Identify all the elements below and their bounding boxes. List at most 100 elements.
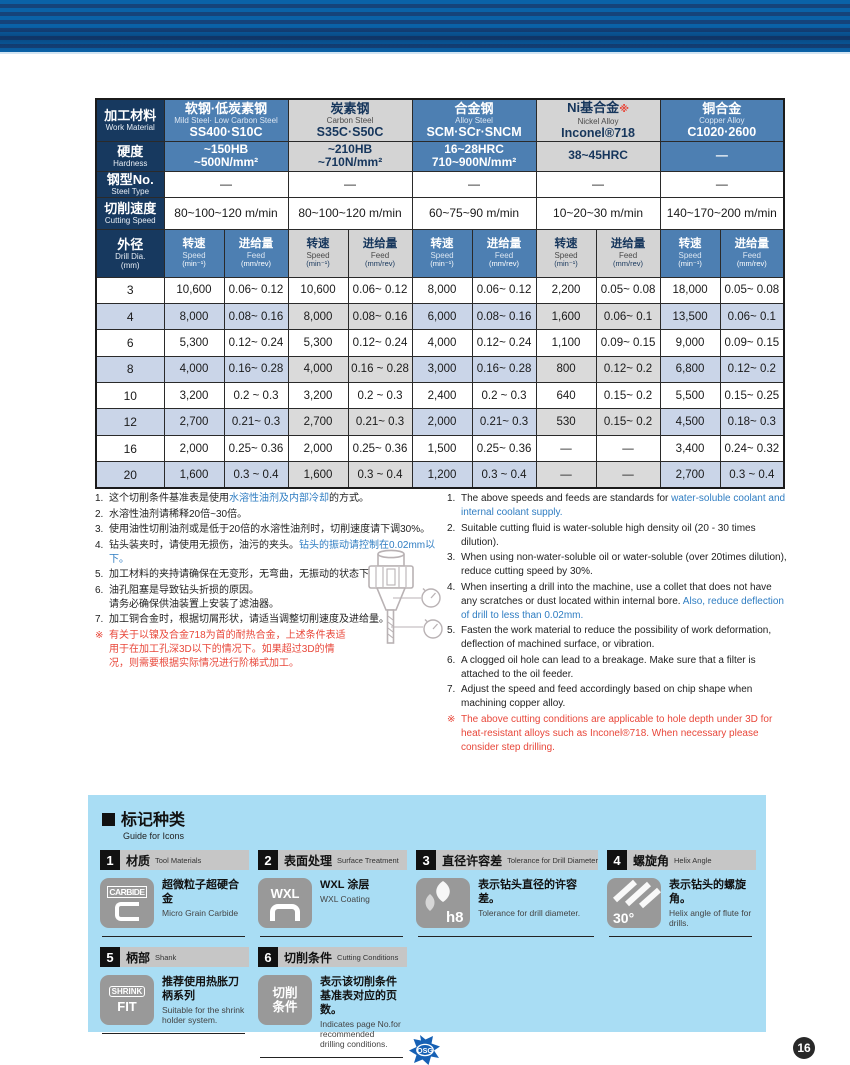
item-number-badge: 6 <box>258 947 279 967</box>
helix-angle-icon: 30° <box>606 878 661 928</box>
icon-guide-item-bar: 1 材质 Tool Materials <box>100 850 250 870</box>
feed-cell: 0.09~ 0.15 <box>595 329 661 357</box>
icon-guide-item-2: 2 表面处理 Surface Treatment WXL WXL 涂层 WXL Coati… <box>258 850 408 937</box>
carbide-icon: CARBIDE <box>100 878 154 928</box>
item-title-zh: 表面处理 <box>284 853 333 868</box>
feed-cell: 0.15~ 0.2 <box>595 382 661 410</box>
drill-dia-cell: 20 <box>95 461 165 489</box>
icon-guide-title-zh: 标记种类 <box>121 812 186 829</box>
drill-dia-cell: 6 <box>95 329 165 357</box>
speed-cell: 10,600 <box>163 276 225 304</box>
steel-type-cell: — <box>287 170 413 198</box>
note-zh: 1. 这个切削条件基准表是使用水溶性油剂及内部冷却的方式。 <box>95 492 447 506</box>
item-number-badge: 3 <box>416 850 437 870</box>
speed-cell: 3,200 <box>287 382 349 410</box>
steel-type-cell: — <box>659 170 785 198</box>
speed-cell: 1,200 <box>411 461 473 489</box>
hardness-cell: ~210HB ~710N/mm² <box>287 140 413 172</box>
feed-cell: 0.06~ 0.12 <box>471 276 537 304</box>
note-text: Suitable cutting fluid is water-soluble … <box>461 522 756 548</box>
speed-cell: 2,000 <box>163 434 225 463</box>
icon-guide-item-4: 4 螺旋角 Helix Angle 30° 表示钻头的螺旋角。 Helix angle o… <box>606 850 756 937</box>
item-desc-zh: WXL 涂层 <box>320 879 370 891</box>
icon-guide-item-bar: 4 螺旋角 Helix Angle <box>606 850 756 870</box>
feed-cell: 0.25~ 0.36 <box>347 434 413 463</box>
note-zh: 7. 加工铜合金时，根据切屑形状，请适当调整切削速度及进给量。 <box>95 613 447 627</box>
speed-cell: 1,600 <box>163 461 225 489</box>
speed-subheader-cell: 转速 Speed (min⁻¹) <box>411 228 473 278</box>
note-zh: 6. 油孔阻塞是导致钻头折损的原因。 请务必确保供油装置上安装了滤油器。 <box>95 584 447 612</box>
note-en: 7. Adjust the speed and feed accordingly … <box>447 683 787 711</box>
hardness-cell: — <box>659 140 785 172</box>
speed-cell: 3,400 <box>659 434 721 463</box>
icon-guide-title: 标记种类 Guide for Icons <box>88 795 766 841</box>
item-desc-en: WXL Coating <box>320 894 370 904</box>
feed-cell: 0.25~ 0.36 <box>223 434 289 463</box>
data-row: 12 2,700 0.21~ 0.3 2,700 0.21~ 0.3 2,000 0.21~… <box>95 408 785 436</box>
note-zh: 4. 钻头装夹时，请使用无损伤，油污的夹头。钻头的振动请控制在0.02mm以下。 <box>95 539 447 567</box>
icon-guide-item-body: CARBIDE 超微粒子超硬合金 Micro Grain Carbide <box>100 878 249 928</box>
speed-cell: 2,700 <box>163 408 225 436</box>
item-title-zh: 材质 <box>126 853 151 868</box>
material-header-cell: 炭素钢 Carbon Steel S35C·S50C <box>287 98 413 142</box>
feed-cell: 0.3 ~ 0.4 <box>223 461 289 489</box>
shrink-fit-icon: SHRINK FIT <box>100 975 154 1025</box>
notes-chinese: 1. 这个切削条件基准表是使用水溶性油剂及内部冷却的方式。 2. 水溶性油剂请稀释20… <box>95 492 447 756</box>
note-en: 1. The above speeds and feeds are standar… <box>447 492 787 520</box>
row-header-material: 加工材料 Work Material <box>95 98 165 142</box>
item-divider-line <box>260 1057 404 1058</box>
speed-cell: 4,000 <box>411 329 473 357</box>
data-row: 6 5,300 0.12~ 0.24 5,300 0.12~ 0.24 4,000 0.12… <box>95 329 785 357</box>
note-text: 钻头装夹时，请使用无损伤，油污的夹头。钻头的振动请控制在0.02mm以下。 <box>109 539 436 565</box>
speed-cell: 8,000 <box>287 302 349 331</box>
feed-cell: 0.06~ 0.1 <box>595 302 661 331</box>
cutting-conditions-table-wrap: 加工材料 Work Material 软钢·低炭素钢 Mild Steel· Low … <box>95 98 786 490</box>
drill-dia-cell: 16 <box>95 434 165 463</box>
item-desc-zh: 表示该切削条件 基准表对应的页数。 <box>320 976 398 1016</box>
item-desc-zh: 超微粒子超硬合金 <box>162 879 239 905</box>
speed-cell: 10,600 <box>287 276 349 304</box>
hardness-row: 硬度 Hardness ~150HB ~500N/mm² ~210HB ~710N/mm²… <box>95 140 785 172</box>
icon-guide-item-bar: 3 直径许容差 Tolerance for Drill Diameter <box>416 850 598 870</box>
note-number: 6. <box>447 654 456 666</box>
note-en: 5. Fasten the work material to reduce the… <box>447 624 787 652</box>
wxl-icon: WXL <box>258 878 313 928</box>
speed-cell: 2,400 <box>411 382 473 410</box>
item-divider-line <box>102 1033 246 1034</box>
item-desc-en: Tolerance for drill diameter. <box>478 908 581 918</box>
icon-guide-item-desc: 表示该切削条件 基准表对应的页数。 Indicates page No.for re… <box>320 975 407 1049</box>
speed-cell: 1,500 <box>411 434 473 463</box>
icon-guide-item-desc: 表示钻头直径的许容差。 Tolerance for drill diameter. <box>478 878 598 918</box>
item-title-zh: 螺旋角 <box>632 853 669 868</box>
cutting-speed-cell: 10~20~30 m/min <box>535 196 661 230</box>
feed-subheader-cell: 进给量 Feed (mm/rev) <box>595 228 661 278</box>
hardness-cell: ~150HB ~500N/mm² <box>163 140 289 172</box>
speed-cell: 6,000 <box>411 302 473 331</box>
feed-subheader-cell: 进给量 Feed (mm/rev) <box>471 228 537 278</box>
icon-guide-item-3: 3 直径许容差 Tolerance for Drill Diameter h8 表示钻头… <box>416 850 598 937</box>
hardness-cell: 38~45HRC <box>535 140 661 172</box>
feed-cell: 0.2 ~ 0.3 <box>471 382 537 410</box>
speed-cell: — <box>535 434 597 463</box>
data-row: 4 8,000 0.08~ 0.16 8,000 0.08~ 0.16 6,000 0.08… <box>95 302 785 331</box>
speed-cell: 2,200 <box>535 276 597 304</box>
note-number: 3. <box>95 524 104 535</box>
note-text: 油孔阻塞是导致钻头折损的原因。 请务必确保供油装置上安装了滤油器。 <box>109 584 279 610</box>
feed-cell: 0.12~ 0.2 <box>595 355 661 384</box>
item-title-zh: 切削条件 <box>284 950 333 965</box>
note-en: 6. A clogged oil hole can lead to a break… <box>447 654 787 682</box>
row-header-drill-dia: 外径 Drill Dia. (mm) <box>95 228 165 278</box>
feed-subheader-cell: 进给量 Feed (mm/rev) <box>719 228 785 278</box>
speed-subheader-cell: 转速 Speed (min⁻¹) <box>535 228 597 278</box>
note-en: ※ The above cutting conditions are applic… <box>447 713 787 755</box>
note-number: 7. <box>95 614 104 625</box>
speed-cell: 4,000 <box>163 355 225 384</box>
feed-cell: 0.06~ 0.1 <box>719 302 785 331</box>
item-title-zh: 柄部 <box>126 950 151 965</box>
feed-subheader-cell: 进给量 Feed (mm/rev) <box>223 228 289 278</box>
item-title-en: Shank <box>155 952 177 962</box>
drill-dia-cell: 3 <box>95 276 165 304</box>
title-square-bullet <box>102 813 115 826</box>
feed-cell: 0.12~ 0.24 <box>471 329 537 357</box>
